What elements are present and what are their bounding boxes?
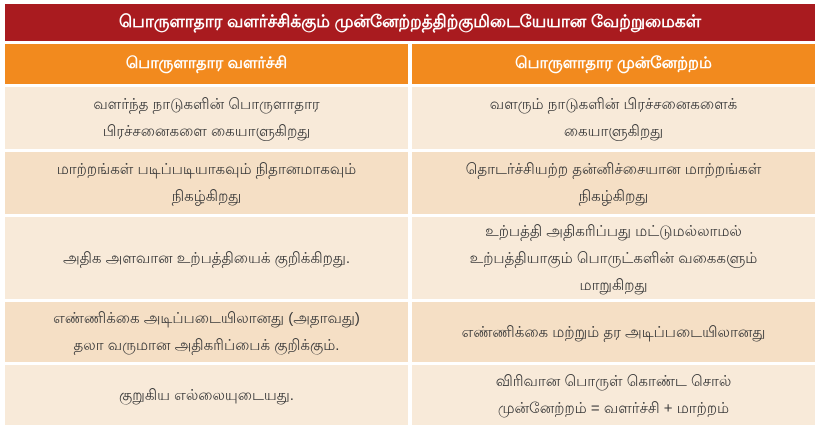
development-cell: விரிவான பொருள் கொண்ட சொல் முன்னேற்றம் = … [412, 365, 815, 425]
table-header-row: பொருளாதார வளர்ச்சி பொருளாதார முன்னேற்றம் [5, 44, 815, 84]
growth-cell: எண்ணிக்கை அடிப்படையிலானது (அதாவது) தலா வ… [5, 302, 408, 362]
table-row: குறுகிய எல்லையுடையது. விரிவான பொருள் கொண… [5, 365, 815, 425]
growth-cell: மாற்றங்கள் படிப்படியாகவும் நிதானமாகவும் … [5, 152, 408, 214]
growth-cell: அதிக அளவான உற்பத்தியைக் குறிக்கிறது. [5, 217, 408, 299]
growth-cell: வளர்ந்த நாடுகளின் பொருளாதார பிரச்சனைகளை … [5, 87, 408, 149]
development-cell: உற்பத்தி அதிகரிப்பது மட்டுமல்லாமல் உற்பத… [412, 217, 815, 299]
table-row: அதிக அளவான உற்பத்தியைக் குறிக்கிறது. உற்… [5, 217, 815, 299]
table-title: பொருளாதார வளர்ச்சிக்கும் முன்னேற்றத்திற்… [5, 4, 815, 41]
table-row: மாற்றங்கள் படிப்படியாகவும் நிதானமாகவும் … [5, 152, 815, 214]
column-header-economic-development: பொருளாதார முன்னேற்றம் [412, 44, 815, 84]
development-cell: தொடர்ச்சியற்ற தன்னிச்சையான மாற்றங்கள் நி… [412, 152, 815, 214]
table-row: வளர்ந்த நாடுகளின் பொருளாதார பிரச்சனைகளை … [5, 87, 815, 149]
development-cell: எண்ணிக்கை மற்றும் தர அடிப்படையிலானது [412, 302, 815, 362]
comparison-table: பொருளாதார வளர்ச்சிக்கும் முன்னேற்றத்திற்… [5, 4, 815, 428]
development-cell: வளரும் நாடுகளின் பிரச்சனைகளைக் கையாளுகிற… [412, 87, 815, 149]
growth-cell: குறுகிய எல்லையுடையது. [5, 365, 408, 425]
table-row: எண்ணிக்கை அடிப்படையிலானது (அதாவது) தலா வ… [5, 302, 815, 362]
column-header-economic-growth: பொருளாதார வளர்ச்சி [5, 44, 408, 84]
